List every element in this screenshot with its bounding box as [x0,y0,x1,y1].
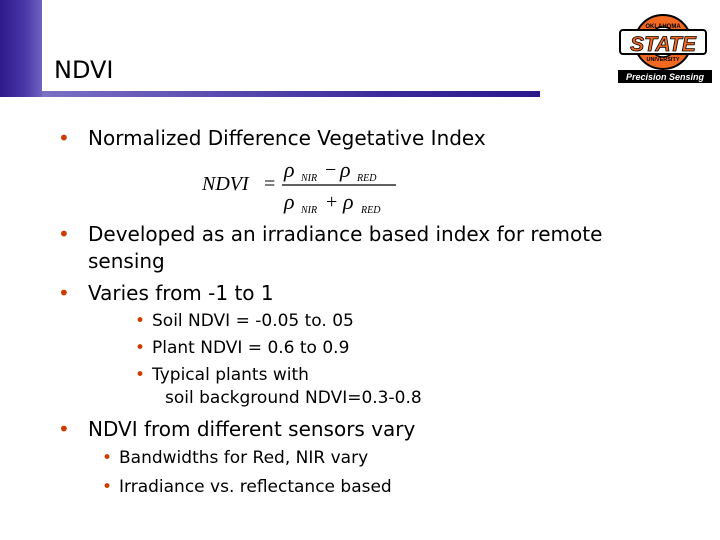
svg-text:ρ: ρ [283,157,295,182]
logo-sub-text: UNIVERSITY [646,57,679,63]
title-underline [42,91,540,97]
bullet-dot: • [58,222,70,246]
bullet-dot: • [58,126,70,150]
title-accent-bar [0,0,42,97]
svg-text:ρ: ρ [339,157,351,182]
logo-banner-text: Precision Sensing [626,72,705,82]
bullet-dot: • [58,417,70,441]
svg-text:=: = [264,173,275,195]
svg-text:RED: RED [360,205,381,216]
formula-lhs: NDVI [201,173,250,195]
bullet-dot: • [102,477,113,497]
svg-text:RED: RED [356,173,377,184]
bullet-dot: • [58,281,70,305]
bullet-dot: • [102,448,113,468]
osu-logo: STATE OKLAHOMA UNIVERSITY Precision Sens… [614,8,712,84]
logo-main-text: STATE [630,33,697,56]
svg-text:+: + [326,191,337,213]
slide-title: NDVI [54,56,114,84]
bullet-dot: • [135,311,146,331]
svg-text:NIR: NIR [300,173,317,184]
bullet-dot: • [135,338,146,358]
svg-text:ρ: ρ [283,189,295,214]
bullet-dot: • [135,365,146,385]
svg-text:−: − [325,159,336,181]
logo-top-text: OKLAHOMA [645,24,681,30]
svg-text:ρ: ρ [342,189,354,214]
ndvi-formula: NDVI = ρ NIR − ρ RED ρ NIR + ρ RED [198,155,402,219]
svg-text:NIR: NIR [300,205,317,216]
